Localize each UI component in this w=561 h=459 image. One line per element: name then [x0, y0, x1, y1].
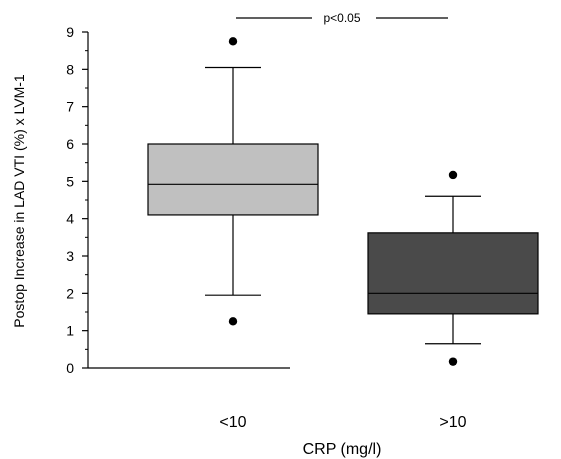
box-iqr [367, 232, 539, 315]
x-axis-label: CRP (mg/l) [303, 441, 382, 458]
y-tick-label: 8 [66, 61, 74, 77]
box-group [147, 37, 319, 326]
y-tick-label: 9 [66, 24, 74, 40]
outlier-point [448, 357, 458, 366]
y-tick-label: 6 [66, 136, 74, 152]
y-tick-label: 5 [66, 173, 74, 189]
outlier-point [228, 37, 238, 46]
boxes [147, 37, 539, 366]
outlier-point [448, 170, 458, 180]
y-tick-label: 1 [66, 323, 74, 339]
labels: Postop Increase in LAD VTI (%) x LVM-1 C… [11, 11, 381, 458]
y-tick-label: 2 [66, 285, 74, 301]
x-tick-label: <10 [219, 414, 246, 431]
y-tick-label: 0 [66, 360, 74, 376]
y-tick-label: 3 [66, 248, 74, 264]
outlier-point [228, 317, 238, 326]
y-tick-label: 4 [66, 211, 74, 227]
x-tick-label: >10 [439, 414, 466, 431]
box-group [367, 170, 539, 366]
significance-annotation: p<0.05 [323, 11, 360, 25]
y-axis-label: Postop Increase in LAD VTI (%) x LVM-1 [11, 74, 27, 328]
y-tick-label: 7 [66, 99, 74, 115]
box-iqr [147, 143, 319, 216]
axes: 0 1 2 3 4 5 6 7 8 9 <10 >10 [66, 17, 467, 431]
